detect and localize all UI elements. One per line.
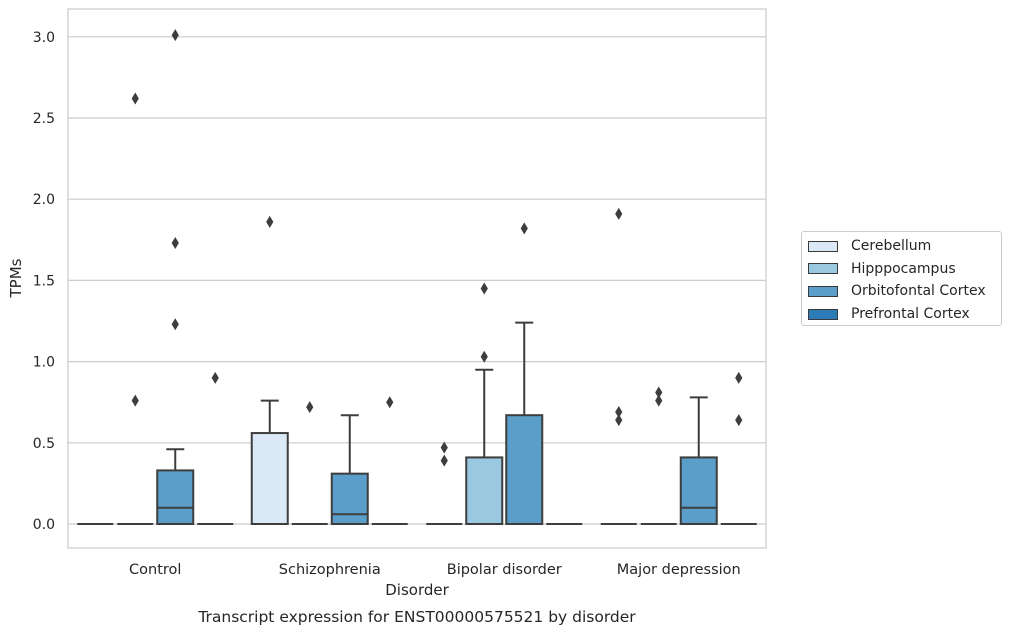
legend-label: Orbitofontal Cortex <box>851 283 986 300</box>
box-orbitofontal-cortex <box>330 414 369 526</box>
legend-label: Hipppocampus <box>851 260 956 277</box>
legend-swatch <box>808 308 838 320</box>
legend-item: Hipppocampus <box>808 258 1001 281</box>
box-orbitofontal-cortex <box>156 29 195 525</box>
outlier-point <box>735 371 743 384</box>
y-tick-label: 1.5 <box>33 273 55 289</box>
outlier-point <box>655 394 663 407</box>
outlier-point <box>615 207 623 220</box>
y-tick-label: 3.0 <box>33 30 55 46</box>
outlier-point <box>480 350 488 363</box>
outlier-point <box>171 318 179 331</box>
box-hipppocampus <box>640 386 677 525</box>
y-tick-label: 2.0 <box>33 192 55 208</box>
box-cerebellum <box>600 207 637 525</box>
outlier-point <box>171 237 179 250</box>
y-axis-label: TPMs <box>7 258 25 298</box>
legend-item: Prefrontal Cortex <box>808 303 1001 326</box>
legend-label: Cerebellum <box>851 238 932 255</box>
outlier-point <box>171 29 179 42</box>
box-body <box>679 456 718 525</box>
box-body <box>465 456 504 525</box>
legend-item: Cerebellum <box>808 235 1001 258</box>
legend-swatch <box>808 263 838 275</box>
gridlines <box>68 36 766 525</box>
outlier-point <box>440 454 448 467</box>
outlier-point <box>480 282 488 295</box>
legend-label: Prefrontal Cortex <box>851 306 970 323</box>
legend-swatch <box>808 240 838 252</box>
outlier-point <box>520 222 528 235</box>
box-body <box>505 414 544 525</box>
outlier-point <box>306 401 314 414</box>
box-hipppocampus <box>465 282 504 525</box>
outlier-point <box>386 396 394 409</box>
legend: Cerebellum Hipppocampus Orbitofontal Corte… <box>801 231 1002 326</box>
outlier-point <box>266 215 274 228</box>
x-tick-label: Major depression <box>617 562 741 578</box>
box-body <box>250 432 289 525</box>
chart-title: Transcript expression for ENST0000057552… <box>197 608 636 626</box>
outlier-point <box>131 92 139 105</box>
y-tick-label: 0.0 <box>33 517 55 533</box>
box-cerebellum <box>250 215 289 525</box>
y-tick-label: 0.5 <box>33 436 55 452</box>
plot-area-frame <box>67 8 767 549</box>
y-tick-label: 1.0 <box>33 355 55 371</box>
box-prefrontal-cortex <box>371 396 408 525</box>
outlier-point <box>615 414 623 427</box>
outlier-point <box>440 441 448 454</box>
x-tick-label: Control <box>129 562 181 578</box>
outlier-point <box>211 371 219 384</box>
x-tick-label: Schizophrenia <box>279 562 381 578</box>
legend-item: Orbitofontal Cortex <box>808 280 1001 303</box>
box-hipppocampus <box>117 92 154 525</box>
legend-swatch <box>808 285 838 297</box>
outlier-point <box>735 414 743 427</box>
outlier-point <box>131 394 139 407</box>
box-hipppocampus <box>291 401 328 525</box>
box-series <box>77 29 757 526</box>
box-prefrontal-cortex <box>720 371 757 525</box>
x-tick-label: Bipolar disorder <box>447 562 562 578</box>
x-axis-ticks: Control Schizophrenia Bipolar disorder Majo… <box>129 562 741 578</box>
box-orbitofontal-cortex <box>679 396 718 525</box>
x-axis-label: Disorder <box>385 581 449 599</box>
y-tick-label: 2.5 <box>33 111 55 127</box>
box-body <box>330 472 369 526</box>
y-axis-ticks: 0.0 0.5 1.0 1.5 2.0 2.5 3.0 <box>33 30 55 533</box>
box-body <box>156 469 195 525</box>
box-prefrontal-cortex <box>197 371 234 525</box>
box-orbitofontal-cortex <box>505 222 544 525</box>
outlier-point <box>655 386 663 399</box>
outlier-point <box>615 405 623 418</box>
box-cerebellum <box>426 441 463 525</box>
